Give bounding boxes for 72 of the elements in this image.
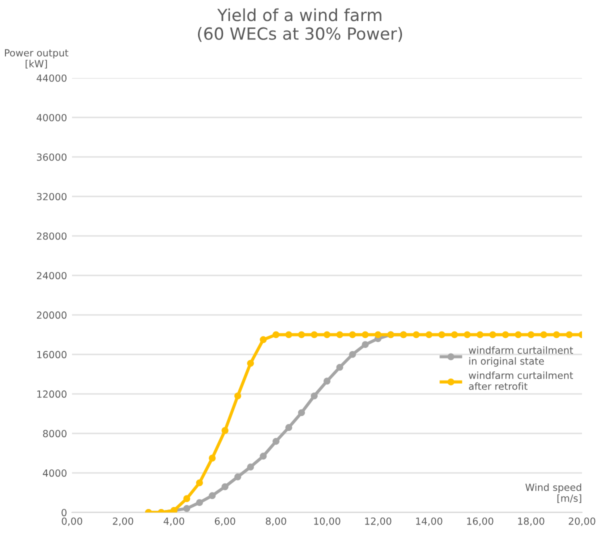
x-tick-label: 18,00 [518, 517, 544, 526]
point [272, 438, 280, 445]
point [374, 331, 382, 338]
point [285, 331, 292, 338]
x-tick-label: 14,00 [416, 517, 442, 526]
point [272, 331, 280, 338]
point [349, 331, 356, 338]
point [540, 331, 548, 338]
point [196, 479, 203, 486]
point [285, 424, 292, 431]
y-axis-title: Power output [kW] [4, 49, 68, 69]
point [247, 464, 254, 470]
point [412, 331, 420, 338]
point [362, 341, 369, 348]
x-tick-label: 10,00 [314, 517, 340, 526]
point [324, 378, 330, 385]
point [553, 331, 560, 338]
x-tick-label: 20,00 [568, 517, 596, 526]
y-tick-label: 20000 [36, 311, 66, 319]
point [336, 331, 344, 338]
point [362, 331, 369, 338]
y-tick-label: 4000 [42, 469, 66, 477]
y-tick-label: 24000 [36, 272, 66, 280]
point [298, 409, 305, 416]
y-tick-label: 32000 [36, 192, 66, 200]
point [476, 331, 484, 338]
x-tick-label: 2,00 [112, 517, 134, 526]
point [336, 364, 344, 371]
legend-label: windfarm curtailment in original state [468, 346, 574, 367]
point [502, 331, 509, 338]
y-tick-label: 28000 [36, 232, 66, 240]
point [528, 331, 534, 338]
point [566, 331, 573, 338]
legend-label: windfarm curtailment after retrofit [468, 372, 574, 390]
point [260, 336, 267, 344]
x-tick-label: 12,00 [365, 517, 392, 526]
point [222, 483, 228, 490]
point [464, 331, 471, 338]
point [208, 492, 216, 500]
point [451, 331, 458, 338]
y-tick-label: 16000 [37, 350, 66, 358]
y-tick-label: 36000 [36, 153, 66, 161]
y-tick-label: 40000 [36, 114, 66, 122]
point [234, 473, 242, 480]
point [183, 495, 190, 502]
x-tick-label: 4,00 [164, 517, 184, 526]
point [183, 505, 190, 512]
x-tick-label: 8,00 [266, 517, 286, 526]
y-tick-label: 8000 [43, 430, 66, 438]
point [324, 331, 330, 338]
x-tick-label: 0,00 [62, 517, 82, 526]
point [208, 454, 216, 462]
point [310, 392, 318, 400]
point [260, 452, 267, 460]
point [349, 350, 356, 358]
point [222, 427, 228, 434]
x-tick-label: 16,00 [467, 517, 494, 526]
point [196, 499, 203, 506]
x-tick-label: 6,00 [214, 517, 236, 526]
x-axis-title: Wind speed [m/s] [525, 483, 582, 504]
point [426, 331, 432, 338]
y-tick-label: 12000 [37, 390, 66, 398]
point [489, 331, 496, 338]
y-tick-label: 0 [62, 508, 66, 516]
point [310, 331, 318, 338]
point [514, 331, 522, 338]
point [298, 331, 305, 338]
point [438, 331, 446, 338]
point [234, 392, 242, 400]
point [247, 360, 254, 367]
y-tick-label: 44000 [36, 74, 66, 82]
chart-title: Yield of a wind farm (60 WECs at 30% Power) [198, 8, 402, 42]
